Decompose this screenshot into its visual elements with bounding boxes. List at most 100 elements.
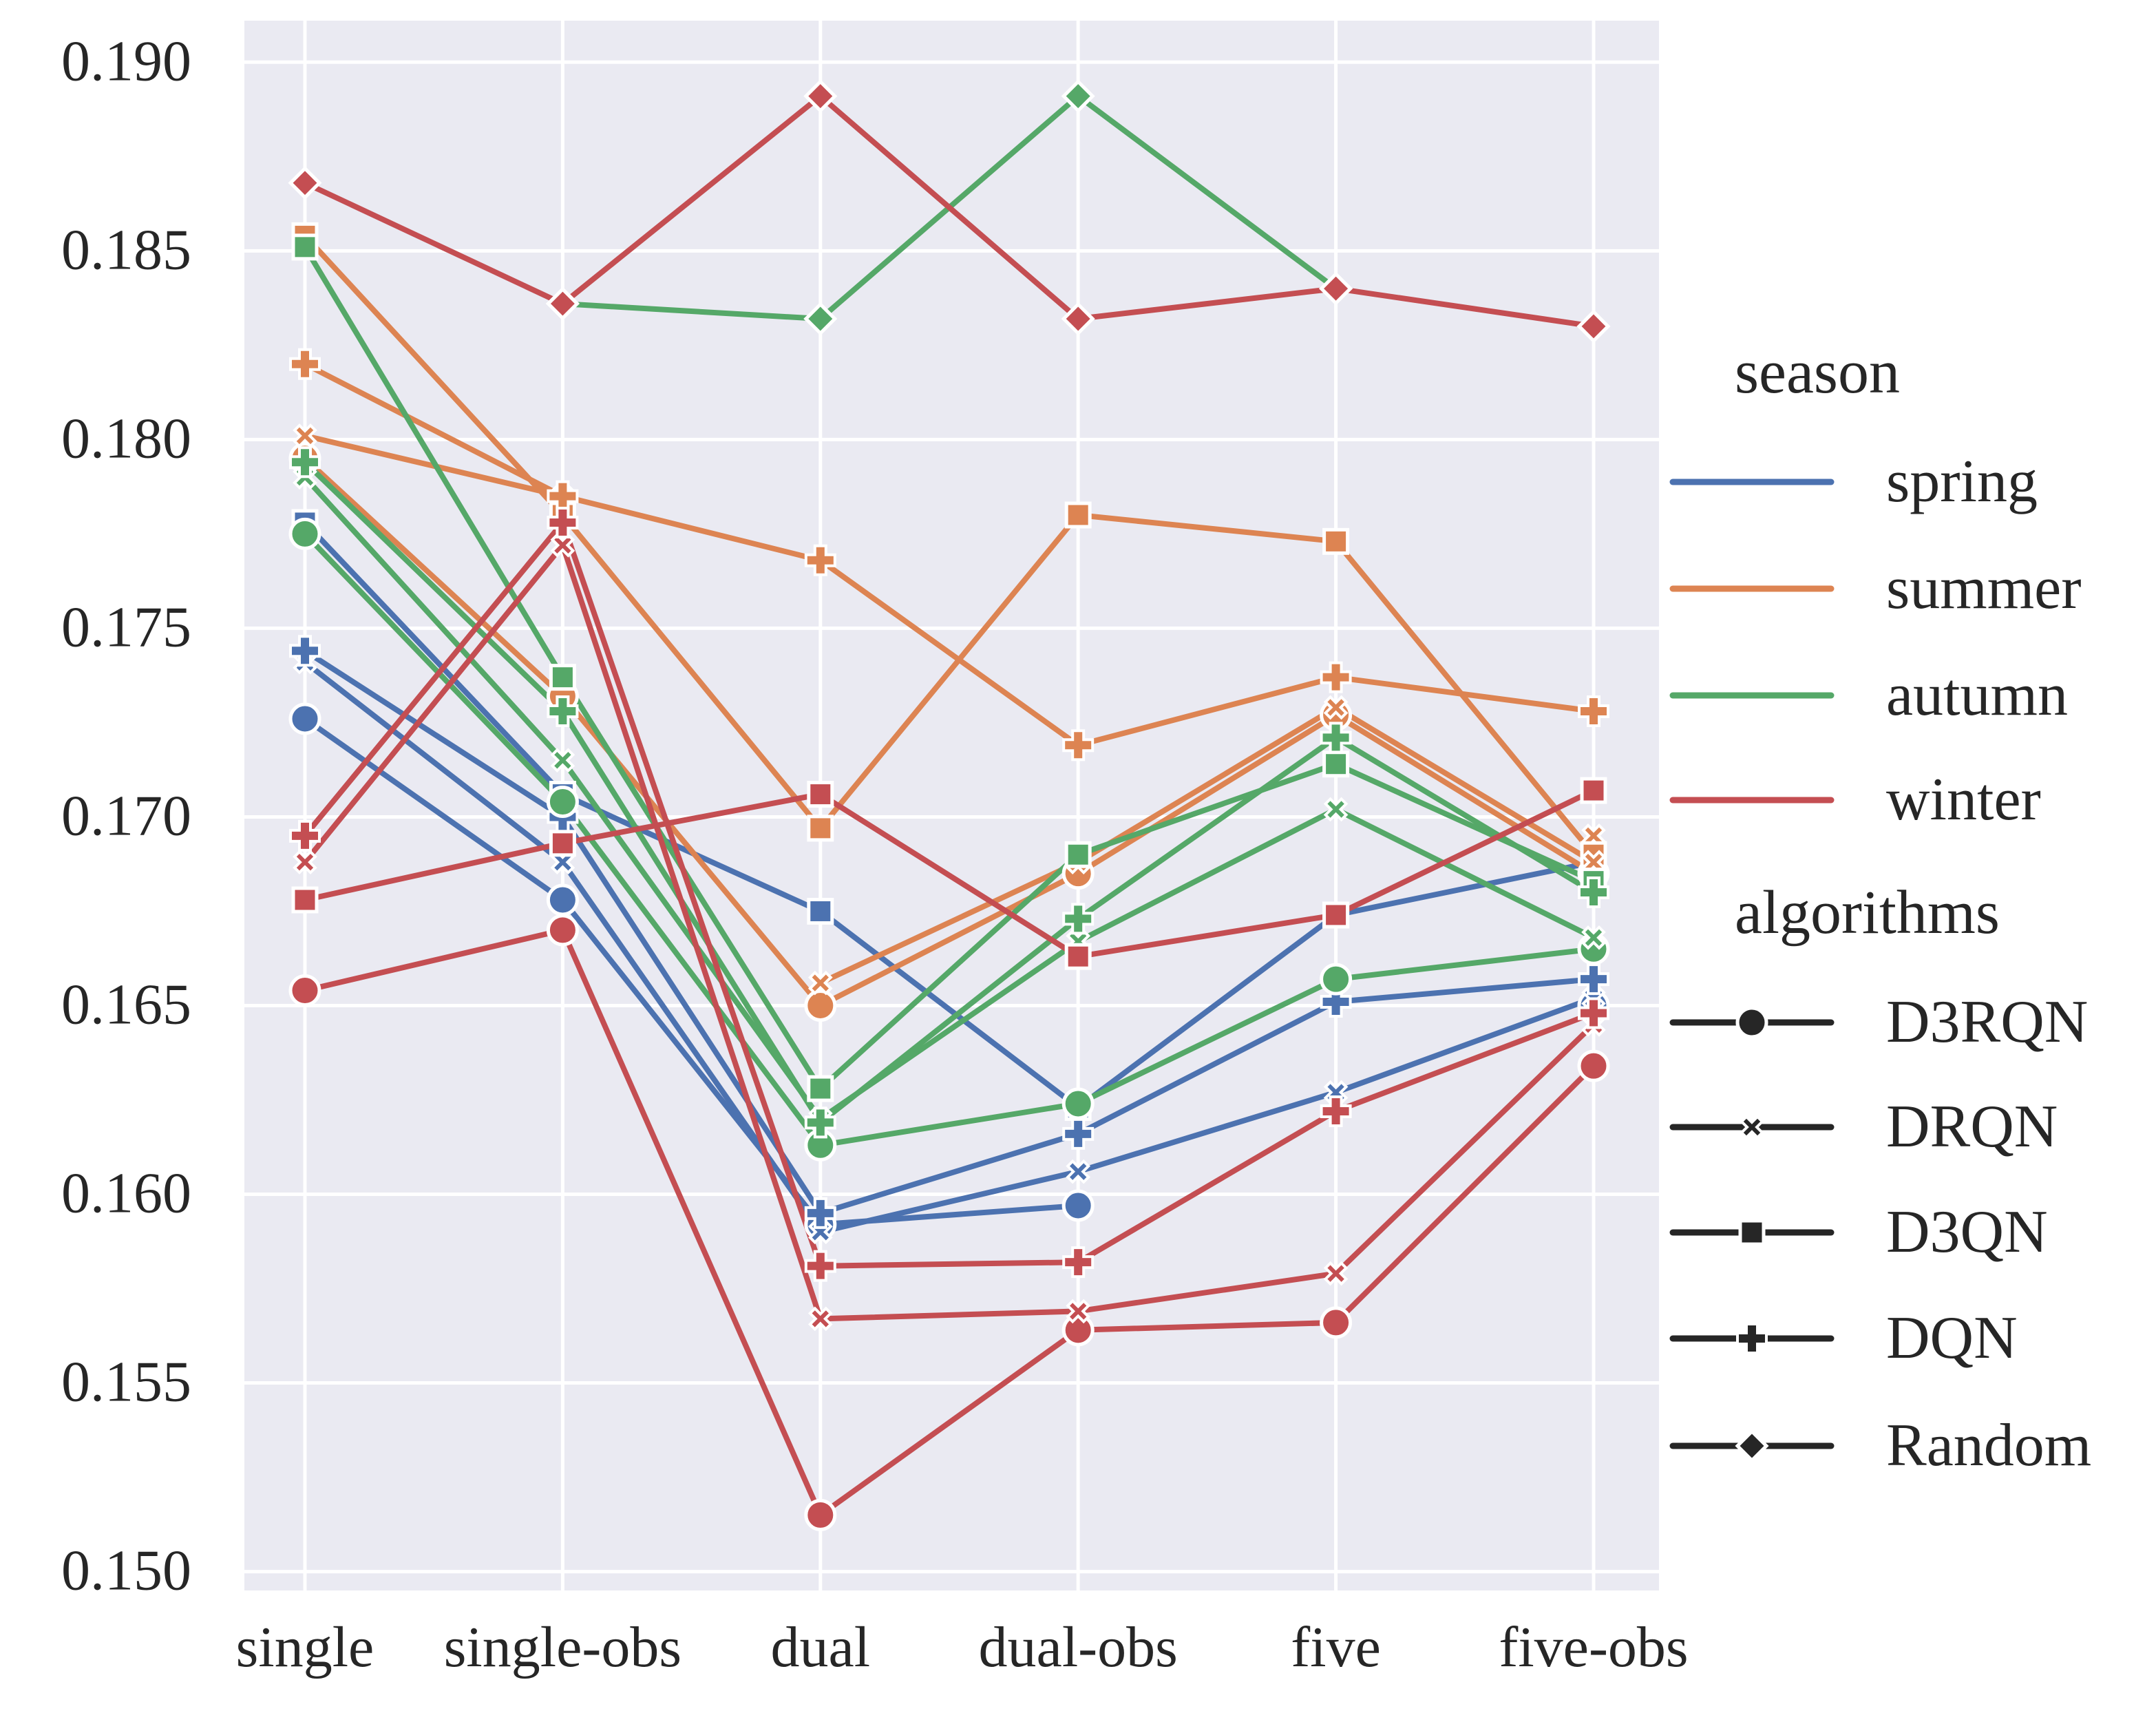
series-spring-d3rqn-point-single-obs — [546, 883, 579, 916]
series-autumn-random-point-dual — [803, 302, 838, 336]
series-winter-d3rqn-point-five-obs — [1577, 1049, 1610, 1082]
legend-label-drqn: DRQN — [1886, 1093, 2058, 1160]
series-autumn-d3qn-point-dual — [807, 1075, 834, 1102]
series-spring-dqn-point-dual — [804, 1197, 836, 1229]
series-winter-random-point-single — [288, 166, 322, 200]
series-summer-drqn-b-line — [817, 704, 1596, 986]
series-spring-dqn-point-single — [289, 635, 321, 667]
y-tick-label: 0.155 — [61, 1350, 191, 1414]
y-tick-label: 0.165 — [61, 972, 191, 1036]
series-autumn-dqn-point-dual-obs — [1062, 903, 1095, 935]
series-winter-d3qn-point-dual — [807, 781, 834, 808]
series-winter-dqn-point-five-obs — [1578, 997, 1609, 1029]
series-autumn-dqn-point-single — [289, 446, 321, 479]
series-winter-d3qn-point-five-obs — [1580, 777, 1607, 804]
y-axis-tick-labels: 0.150 0.155 0.160 0.165 0.170 0.175 0.180 0.185… — [61, 29, 191, 1602]
series-winter-random-point-dual — [803, 79, 838, 114]
series-autumn-d3rqn-line — [302, 531, 1596, 1148]
series-autumn-dqn-line — [302, 459, 1596, 1126]
series-spring-d3qn-line — [302, 519, 1596, 1111]
series-summer-dqn-point-dual-obs — [1062, 729, 1095, 762]
series-summer-dqn-point-five-obs — [1578, 695, 1609, 727]
series-autumn-dqn-point-single-obs — [547, 695, 579, 727]
series-layer — [302, 93, 1596, 1518]
series-winter-drqn-line — [302, 542, 1596, 1322]
series-summer-d3qn-point-dual — [807, 815, 834, 842]
series-winter-random-point-dual-obs — [1061, 302, 1095, 336]
legend-marker-random — [1735, 1429, 1769, 1463]
series-spring-drqn-line — [302, 659, 1596, 1235]
legend-label-spring: spring — [1886, 448, 2038, 515]
series-winter-d3rqn-point-dual — [804, 1498, 837, 1531]
series-winter-d3qn-line — [302, 788, 1596, 960]
series-summer-drqn-b-point-dual — [807, 970, 833, 996]
series-winter-drqn-point-dual — [807, 1306, 833, 1332]
y-tick-label: 0.160 — [61, 1162, 191, 1226]
series-winter-dqn-point-single — [289, 819, 321, 852]
series-winter-d3qn-point-single-obs — [549, 830, 576, 857]
series-summer-d3qn-line — [302, 233, 1596, 858]
series-winter-drqn-point-single-obs — [550, 532, 575, 558]
series-autumn-drqn-point-five-obs — [1581, 925, 1606, 950]
legend-title-season: season — [1735, 338, 1900, 406]
series-autumn-drqn-line — [302, 474, 1596, 1122]
legend-marker-dqn — [1736, 1323, 1768, 1354]
series-winter-random-point-five-obs — [1576, 309, 1611, 344]
legend-label-summer: summer — [1886, 555, 2082, 622]
x-tick-label-dual: dual — [770, 1615, 870, 1679]
legend-label-autumn: autumn — [1886, 662, 2068, 728]
x-axis-tick-labels: single single-obs dual dual-obs five five-obs — [236, 1615, 1689, 1679]
y-tick-label: 0.175 — [61, 595, 191, 659]
series-winter-drqn-point-dual-obs — [1066, 1299, 1091, 1324]
series-autumn-dqn-point-five — [1320, 722, 1352, 754]
legend-title-algorithms: algorithms — [1735, 879, 2000, 947]
series-autumn-d3rqn-point-single-obs — [546, 786, 579, 819]
series-autumn-d3rqn-point-five — [1320, 963, 1353, 996]
series-autumn-d3qn-point-dual-obs — [1064, 841, 1092, 868]
legend-label-d3rqn: D3RQN — [1886, 989, 2088, 1056]
series-winter-dqn-point-five — [1320, 1095, 1352, 1127]
series-winter-d3qn-point-five — [1322, 901, 1350, 929]
series-summer-drqn-point-five-obs — [1581, 823, 1606, 848]
y-tick-label: 0.185 — [61, 218, 191, 282]
series-winter-random-point-five — [1319, 271, 1353, 306]
x-tick-label-dual-obs: dual-obs — [979, 1615, 1178, 1679]
y-tick-label: 0.180 — [61, 406, 191, 470]
markers-layer — [288, 79, 1611, 1531]
series-autumn-dqn-point-five-obs — [1578, 876, 1609, 909]
series-winter-d3rqn-point-dual-obs — [1061, 1314, 1095, 1347]
legend-label-d3qn: D3QN — [1886, 1199, 2048, 1266]
series-spring-d3qn-point-dual — [807, 897, 834, 925]
series-spring-dqn-point-five-obs — [1578, 963, 1609, 996]
series-winter-d3qn-point-dual-obs — [1064, 943, 1092, 970]
series-summer-dqn-point-dual — [804, 544, 836, 576]
series-spring-dqn-point-dual-obs — [1062, 1117, 1095, 1150]
series-winter-drqn-point-single — [293, 850, 317, 875]
series-winter-random-line — [302, 93, 1596, 329]
series-summer-drqn-b-point-five-obs — [1581, 850, 1606, 875]
y-tick-label: 0.170 — [61, 784, 191, 848]
series-summer-d3rqn-line — [302, 455, 1596, 1009]
series-winter-dqn-point-single-obs — [547, 506, 579, 538]
legend-label-dqn: DQN — [1886, 1305, 2018, 1372]
series-winter-d3rqn-point-single — [288, 974, 321, 1007]
series-autumn-d3qn-point-five — [1322, 750, 1350, 778]
series-autumn-d3qn-line — [302, 244, 1596, 1092]
legend-label-random: Random — [1886, 1412, 2091, 1479]
series-winter-d3rqn-line — [302, 927, 1596, 1518]
series-winter-d3qn-point-single — [291, 886, 319, 914]
series-winter-dqn-point-dual — [804, 1250, 836, 1282]
legend-marker-drqn — [1740, 1115, 1764, 1140]
series-autumn-drqn-point-five — [1323, 797, 1349, 822]
series-summer-d3rqn-point-dual — [804, 989, 837, 1022]
series-spring-drqn-point-dual-obs — [1066, 1159, 1091, 1184]
series-winter-d3rqn-point-single-obs — [546, 914, 579, 947]
legend: season spring summer autumn winter algorithms… — [1669, 338, 2091, 1479]
series-autumn-d3qn-point-single — [291, 233, 319, 261]
series-winter-random-point-single-obs — [545, 286, 580, 321]
y-tick-label: 0.190 — [61, 29, 191, 93]
y-tick-label: 0.150 — [61, 1539, 191, 1603]
series-winter-d3rqn-point-five — [1320, 1306, 1353, 1339]
series-summer-dqn-point-single — [289, 348, 321, 380]
